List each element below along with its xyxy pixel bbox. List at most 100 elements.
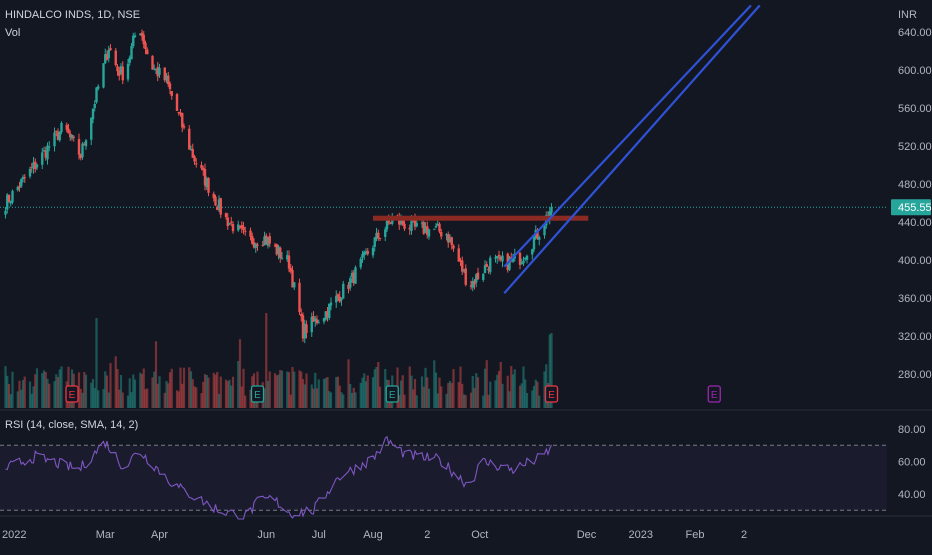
- candle: [182, 123, 186, 130]
- candle: [105, 50, 109, 61]
- candle: [291, 265, 294, 288]
- candle: [433, 228, 436, 230]
- volume-bar: [315, 388, 319, 408]
- candle: [30, 162, 33, 173]
- candle: [58, 131, 61, 142]
- candle: [363, 250, 366, 260]
- earnings-marker-badge: [250, 385, 265, 403]
- candle: [9, 200, 12, 207]
- candle-body: [193, 156, 196, 162]
- candle-body: [408, 227, 411, 230]
- volume-bar: [91, 379, 95, 408]
- volume-bar: [476, 377, 480, 408]
- candle: [41, 147, 44, 170]
- candle-body: [121, 66, 124, 81]
- candle-body: [536, 230, 539, 239]
- volume-bar: [95, 318, 98, 408]
- candle-body: [119, 66, 123, 75]
- volume-bar: [121, 392, 124, 408]
- volume-bar: [459, 366, 462, 408]
- candle-body: [447, 234, 450, 243]
- volume-bar: [291, 367, 294, 408]
- volume-bar: [448, 380, 452, 408]
- candle-body: [69, 133, 72, 138]
- candle: [177, 111, 180, 116]
- candle-body: [385, 219, 389, 230]
- candle-body: [440, 232, 443, 237]
- candle-body: [401, 220, 404, 225]
- candle: [44, 146, 47, 161]
- volume-bar: [268, 371, 271, 408]
- candle: [212, 191, 215, 202]
- candle-body: [23, 177, 26, 179]
- volume-bar: [506, 375, 509, 408]
- price-tick-label: 520.00: [898, 141, 932, 153]
- candle-body: [252, 242, 256, 248]
- candle: [476, 267, 480, 280]
- volume-bar: [508, 391, 511, 408]
- candle: [151, 55, 154, 70]
- candle: [375, 227, 378, 242]
- candle: [16, 185, 19, 192]
- price-tick-label: 280.00: [898, 369, 932, 381]
- volume-bar: [228, 379, 231, 408]
- channel-upper-line: [503, 4, 752, 268]
- candle: [315, 315, 319, 325]
- candle-body: [336, 294, 340, 297]
- candle: [326, 307, 329, 322]
- candle: [102, 63, 105, 89]
- volume-bar: [445, 393, 448, 408]
- candle-body: [387, 220, 390, 223]
- volume-bar: [238, 339, 242, 408]
- candle: [60, 121, 63, 135]
- volume-bar: [469, 392, 473, 408]
- candle-body: [256, 244, 259, 246]
- candle-body: [349, 278, 352, 288]
- candle: [338, 291, 341, 304]
- candle-body: [287, 255, 291, 269]
- candle-body: [107, 49, 110, 59]
- candle: [53, 127, 56, 152]
- candle-body: [434, 226, 438, 228]
- volume-bar: [494, 380, 497, 408]
- volume-bar: [354, 392, 357, 408]
- candle-body: [168, 83, 172, 90]
- volume-bar: [130, 392, 133, 408]
- candle-body: [461, 260, 464, 272]
- time-tick-label: Apr: [151, 529, 168, 541]
- volume-bar: [371, 377, 375, 408]
- candle: [4, 207, 7, 219]
- candle: [175, 92, 179, 112]
- candle-body: [202, 168, 205, 171]
- candle: [277, 244, 280, 260]
- candle: [95, 87, 98, 104]
- volume-bar: [126, 395, 130, 408]
- candle-body: [286, 255, 289, 260]
- candle: [107, 45, 110, 63]
- rsi-legend: RSI (14, close, SMA, 14, 2): [5, 419, 139, 431]
- earnings-marker-label: E: [69, 390, 76, 401]
- candle: [508, 255, 511, 271]
- volume-bar: [550, 333, 553, 408]
- volume-bar: [214, 374, 217, 408]
- volume-bar: [144, 389, 147, 408]
- candle-body: [508, 258, 511, 270]
- candle: [168, 81, 172, 95]
- candle: [83, 142, 86, 146]
- price-tick-label: 640.00: [898, 27, 932, 39]
- candle-body: [384, 229, 387, 237]
- candle: [77, 133, 81, 160]
- candle: [205, 176, 208, 190]
- candle-body: [154, 68, 158, 71]
- candle-body: [314, 318, 317, 322]
- candle: [525, 254, 529, 264]
- candle: [252, 238, 256, 249]
- candle-body: [175, 94, 179, 111]
- candle-body: [30, 167, 33, 169]
- candle: [142, 30, 145, 49]
- candle: [167, 71, 170, 88]
- candle-body: [153, 68, 156, 70]
- candle: [139, 33, 142, 36]
